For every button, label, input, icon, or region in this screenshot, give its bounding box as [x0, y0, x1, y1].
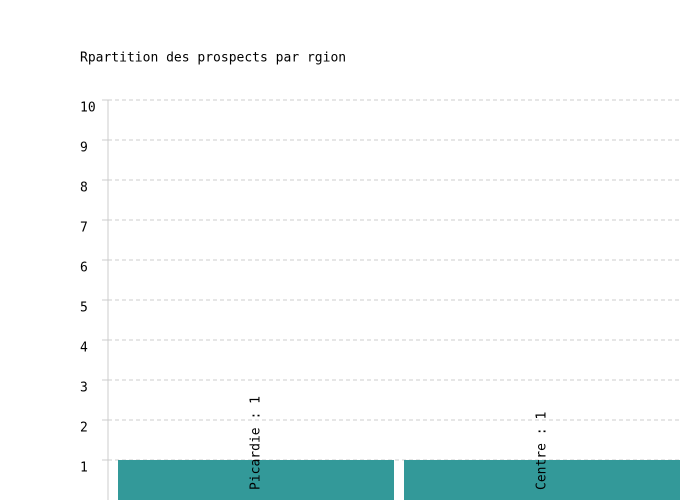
y-tick-label: 4 [80, 341, 88, 356]
y-tick-label: 6 [80, 261, 88, 276]
y-tick-label: 3 [80, 381, 88, 396]
value-label: Centre : 1 [535, 412, 550, 490]
bar [404, 460, 680, 500]
y-tick-label: 7 [80, 221, 88, 236]
chart-title: Rpartition des prospects par rgion [80, 51, 346, 66]
value-label: Picardie : 1 [249, 396, 264, 490]
bar [118, 460, 394, 500]
y-tick-label: 8 [80, 181, 88, 196]
y-tick-label: 2 [80, 421, 88, 436]
y-tick-label: 1 [80, 461, 88, 476]
y-tick-label: 9 [80, 141, 88, 156]
y-tick-label: 10 [80, 101, 96, 116]
y-tick-label: 5 [80, 301, 88, 316]
